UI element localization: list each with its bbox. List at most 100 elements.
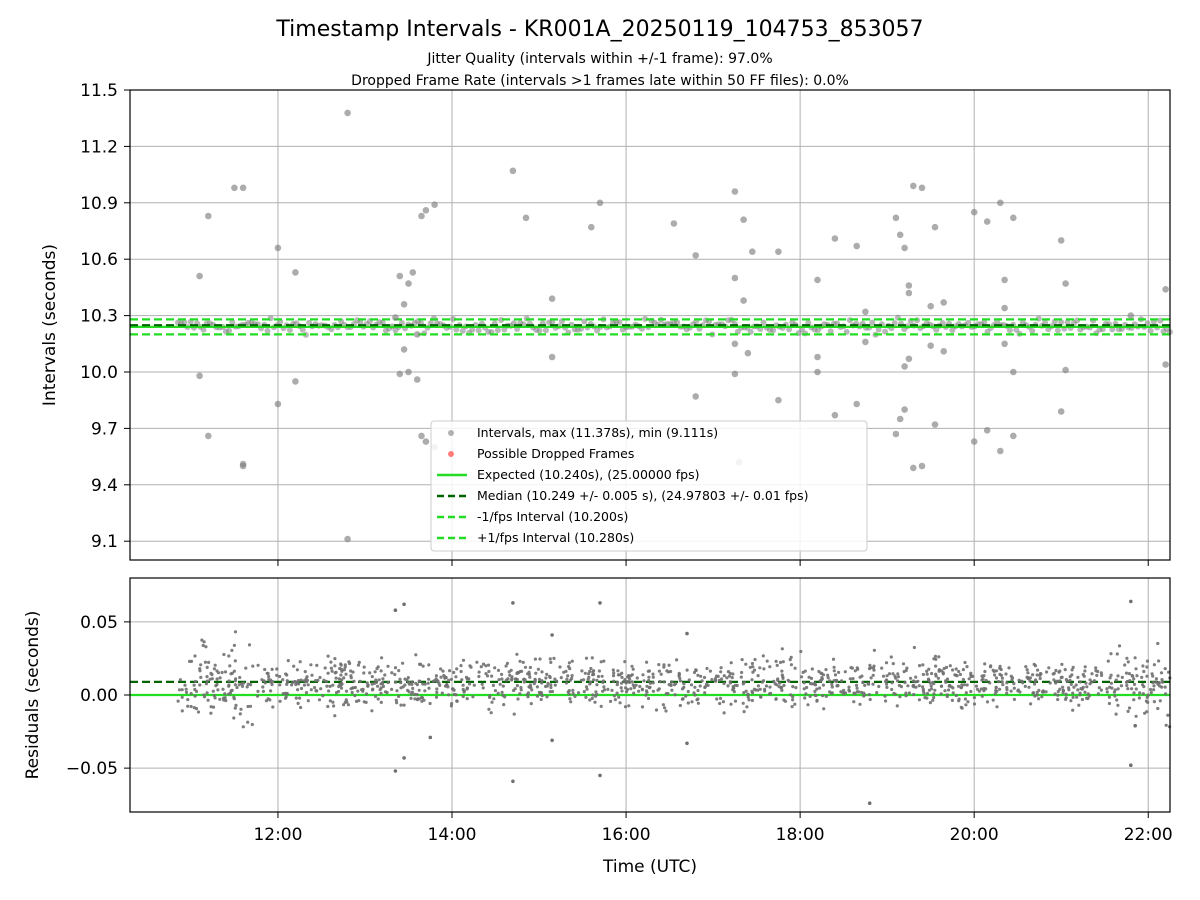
residual-cloud-point: [250, 722, 254, 727]
residual-cloud-point: [180, 688, 184, 692]
residual-cloud-point: [911, 679, 916, 683]
residual-cloud-point: [275, 673, 279, 678]
residual-cloud-point: [646, 696, 651, 701]
interval-point: [931, 223, 939, 231]
residual-cloud-point: [223, 696, 227, 700]
residual-cloud-point: [245, 685, 249, 689]
residual-cloud-point: [1078, 691, 1082, 695]
residual-cloud-point: [218, 676, 222, 680]
residual-cloud-point: [334, 676, 338, 680]
residual-cloud-point: [941, 672, 945, 676]
residual-cloud-point: [602, 659, 606, 663]
residual-cloud-point: [616, 680, 620, 684]
residual-cloud-point: [344, 689, 349, 693]
residual-cloud-point: [256, 689, 260, 694]
residual-cloud-point: [352, 679, 356, 683]
residual-cloud-point: [321, 694, 325, 698]
residual-cloud-point: [647, 675, 651, 679]
residual-cloud-point: [535, 685, 540, 689]
residual-cloud-point: [751, 670, 755, 674]
residual-cloud-point: [235, 685, 239, 690]
residual-cloud-point: [750, 698, 755, 703]
residual-cloud-point: [620, 675, 624, 680]
interval-point: [1001, 276, 1008, 284]
residual-cloud-point: [356, 663, 361, 667]
residual-cloud-point: [739, 675, 743, 679]
interval-point: [1062, 280, 1069, 287]
residual-cloud-point: [1033, 682, 1037, 686]
legend-marker-intervals: [448, 430, 454, 436]
interval-point: [831, 235, 839, 242]
residual-cloud-point: [381, 677, 385, 681]
residual-cloud-point: [487, 669, 491, 674]
residual-cloud-point: [663, 706, 667, 710]
interval-band-point: [181, 319, 188, 326]
residual-cloud-point: [694, 668, 698, 672]
residual-cloud-point: [647, 686, 652, 690]
residual-cloud-point: [654, 708, 659, 712]
residual-cloud-point: [807, 675, 811, 679]
x-tick-label: 22:00: [1124, 825, 1173, 845]
residual-cloud-point: [205, 679, 209, 683]
residual-cloud-point: [449, 677, 453, 681]
residual-cloud-point: [1131, 674, 1135, 678]
residual-cloud-point: [932, 695, 936, 700]
residual-cloud-point: [718, 696, 723, 701]
residual-cloud-point: [423, 689, 427, 693]
residual-cloud-point: [347, 660, 351, 664]
residual-cloud-point: [670, 680, 674, 684]
residual-cloud-point: [1001, 683, 1005, 687]
interval-point: [910, 464, 917, 472]
residual-cloud-point: [296, 688, 300, 692]
residual-cloud-point: [1036, 668, 1040, 672]
residual-cloud-point: [331, 683, 335, 687]
residual-cloud-point: [813, 683, 818, 687]
residual-cloud-point: [208, 677, 212, 681]
residual-cloud-point: [612, 694, 617, 698]
residual-cloud-point: [710, 678, 714, 682]
interval-band-point: [1054, 327, 1061, 334]
residual-cloud-point: [1072, 685, 1076, 689]
residual-cloud-point: [634, 683, 638, 687]
residual-cloud-point: [436, 679, 440, 683]
residual-cloud-point: [1164, 692, 1168, 696]
interval-band-point: [674, 319, 681, 326]
residual-cloud-point: [192, 683, 196, 687]
residual-cloud-point: [1119, 684, 1124, 688]
residual-cloud-point: [768, 685, 772, 689]
residual-cloud-point: [1107, 701, 1111, 706]
residual-cloud-point: [584, 685, 589, 689]
residual-cloud-point: [296, 678, 301, 683]
residual-cloud-point: [492, 697, 496, 701]
residual-cloud-point: [599, 660, 603, 664]
residual-cloud-point: [1083, 669, 1087, 673]
interval-point: [927, 342, 934, 350]
residual-cloud-point: [961, 668, 966, 672]
residual-cloud-point: [954, 693, 958, 698]
residual-cloud-point: [1163, 685, 1167, 689]
residual-cloud-point: [921, 687, 925, 691]
residual-cloud-point: [406, 676, 410, 680]
residual-cloud-point: [722, 711, 726, 715]
residual-cloud-point: [315, 663, 319, 668]
residual-cloud-point: [380, 656, 384, 660]
residual-cloud-point: [832, 665, 836, 669]
residual-cloud-point: [929, 684, 933, 688]
residual-cloud-point: [998, 687, 1002, 691]
residual-cloud-point: [1010, 676, 1015, 680]
intervals-y-tick-label: 10.9: [80, 194, 118, 214]
legend-entry-minus-fps: -1/fps Interval (10.200s): [477, 509, 628, 524]
residual-cloud-point: [819, 671, 823, 675]
residual-cloud-point: [999, 673, 1004, 678]
residual-cloud-point: [1024, 665, 1028, 669]
residual-cloud-point: [1137, 696, 1141, 700]
residual-cloud-point: [916, 679, 920, 683]
residual-cloud-point: [460, 678, 464, 682]
residual-cloud-point: [854, 683, 859, 688]
residual-cloud-point: [533, 657, 538, 661]
residuals-y-ticks: −0.05 0.00 0.05: [66, 613, 130, 779]
residual-cloud-point: [295, 668, 299, 672]
residual-cloud-point: [889, 655, 893, 659]
residual-cloud-point: [632, 691, 636, 695]
residual-cloud-point: [386, 680, 390, 685]
